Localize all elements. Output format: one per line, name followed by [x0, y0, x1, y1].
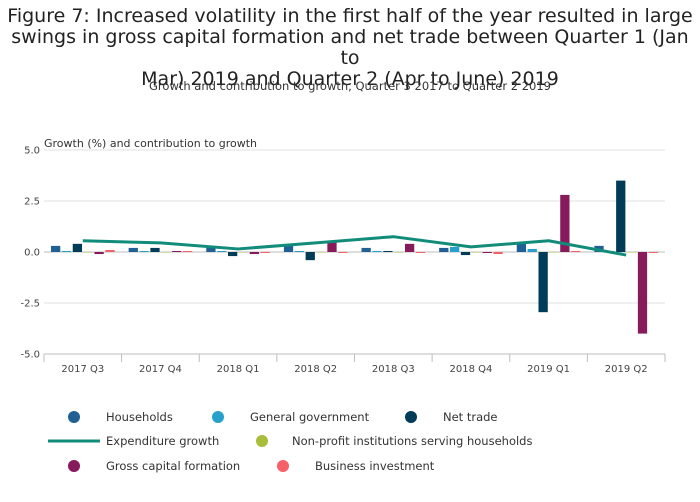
bar-households	[361, 247, 371, 252]
legend-item-net-trade[interactable]: Net trade	[405, 410, 498, 424]
bar-households	[128, 247, 138, 252]
bar-non-profit-institutions-serving-households	[549, 252, 559, 253]
legend-dot-swatch	[256, 435, 268, 447]
x-tick-label: 2017 Q3	[61, 364, 104, 375]
bar-non-profit-institutions-serving-households	[471, 252, 482, 253]
legend-label: Net trade	[443, 410, 498, 424]
line-series	[82, 235, 627, 257]
x-tick-label: 2018 Q4	[450, 364, 493, 375]
x-tick-label: 2018 Q2	[294, 364, 337, 375]
bar-general-government	[139, 250, 149, 252]
y-tick-label: -5.0	[20, 350, 40, 361]
bar-gross-capital-formation	[560, 194, 570, 252]
legend-label: Gross capital formation	[106, 459, 240, 473]
legend-dot-swatch	[68, 411, 80, 423]
x-tick-label: 2019 Q2	[605, 364, 648, 375]
legend-label: General government	[250, 410, 370, 424]
bar-net-trade	[72, 243, 83, 252]
bar-business-investment	[648, 252, 658, 254]
bar-non-profit-institutions-serving-households	[316, 252, 326, 253]
y-tick-label: -2.5	[20, 299, 40, 310]
legend-item-non-profit-institutions-serving-households[interactable]: Non-profit institutions serving househol…	[256, 434, 532, 448]
bar-general-government	[294, 250, 305, 252]
legend-item-expenditure-growth[interactable]: Expenditure growth	[48, 434, 219, 448]
legend-label: Non-profit institutions serving househol…	[292, 434, 532, 448]
y-tick-label: 0.0	[24, 248, 40, 259]
legend-label: Business investment	[315, 459, 435, 473]
bar-gross-capital-formation	[327, 241, 337, 252]
axes: 2017 Q3 2017 Q4 2018 Q1 2018 Q2 2018 Q3 2018 …	[43, 353, 666, 375]
bar-general-government	[527, 248, 537, 252]
bar-general-government	[217, 250, 227, 252]
bar-net-trade	[227, 252, 238, 257]
line-expenditure-growth	[82, 235, 627, 257]
bar-non-profit-institutions-serving-households	[394, 252, 404, 253]
bar-net-trade	[383, 250, 393, 252]
bar-business-investment	[493, 252, 503, 255]
y-tick-label: 2.5	[24, 197, 40, 208]
legend-item-households[interactable]: Households	[68, 410, 173, 424]
bar-gross-capital-formation	[172, 250, 182, 252]
bar-households	[283, 245, 294, 252]
bar-business-investment	[338, 252, 348, 254]
legend-dot-swatch	[277, 460, 289, 472]
bar-business-investment	[571, 250, 581, 252]
x-tick-label: 2019 Q1	[527, 364, 570, 375]
bar-gross-capital-formation	[637, 252, 648, 334]
bar-households	[516, 243, 527, 252]
x-tick-label: 2017 Q4	[139, 364, 182, 375]
bar-business-investment	[182, 250, 193, 252]
bar-general-government	[450, 246, 460, 252]
x-tick-label: 2018 Q1	[217, 364, 260, 375]
bar-gross-capital-formation	[94, 252, 104, 255]
chart-title: Figure 7: Increased volatility in the fi…	[0, 6, 700, 90]
bar-business-investment	[260, 252, 270, 254]
bar-households	[51, 245, 61, 252]
bar-gross-capital-formation	[249, 252, 259, 255]
y-tick-label: 5.0	[24, 146, 40, 157]
chart-title-line-2: swings in gross capital formation and ne…	[11, 26, 689, 69]
legend-dot-swatch	[405, 411, 417, 423]
bar-business-investment	[415, 252, 426, 254]
bar-non-profit-institutions-serving-households	[626, 252, 637, 253]
legend-dot-swatch	[68, 460, 80, 472]
bar-net-trade	[305, 252, 315, 261]
legend[interactable]: Households General government Net trade Exp…	[48, 410, 532, 473]
legend-label: Households	[106, 410, 173, 424]
bar-general-government	[61, 250, 72, 252]
y-axis-label: Growth (%) and contribution to growth	[44, 137, 257, 150]
x-tick-label: 2018 Q3	[372, 364, 415, 375]
bar-series	[51, 180, 658, 334]
chart-title-line-1: Figure 7: Increased volatility in the fi…	[7, 5, 693, 27]
bar-gross-capital-formation	[482, 252, 492, 254]
legend-item-business-investment[interactable]: Business investment	[277, 459, 435, 473]
bar-non-profit-institutions-serving-households	[161, 252, 171, 253]
legend-dot-swatch	[212, 411, 224, 423]
bar-non-profit-institutions-serving-households	[83, 252, 93, 253]
bar-net-trade	[460, 252, 471, 256]
bar-business-investment	[105, 249, 115, 252]
legend-item-gross-capital-formation[interactable]: Gross capital formation	[68, 459, 240, 473]
bar-households	[439, 247, 449, 252]
bar-net-trade	[616, 180, 626, 252]
legend-label: Expenditure growth	[106, 434, 219, 448]
bar-gross-capital-formation	[404, 243, 415, 252]
bar-net-trade	[538, 252, 548, 313]
bar-non-profit-institutions-serving-households	[238, 252, 249, 253]
chart-title-line-3: Mar) 2019 and Quarter 2 (Apr to June) 20…	[141, 68, 559, 90]
legend-item-general-government[interactable]: General government	[212, 410, 370, 424]
bar-general-government	[372, 250, 382, 252]
chart-subtitle: Growth and contribution to growth, Quart…	[149, 79, 551, 93]
bar-net-trade	[150, 247, 160, 252]
bar-households	[206, 247, 216, 252]
